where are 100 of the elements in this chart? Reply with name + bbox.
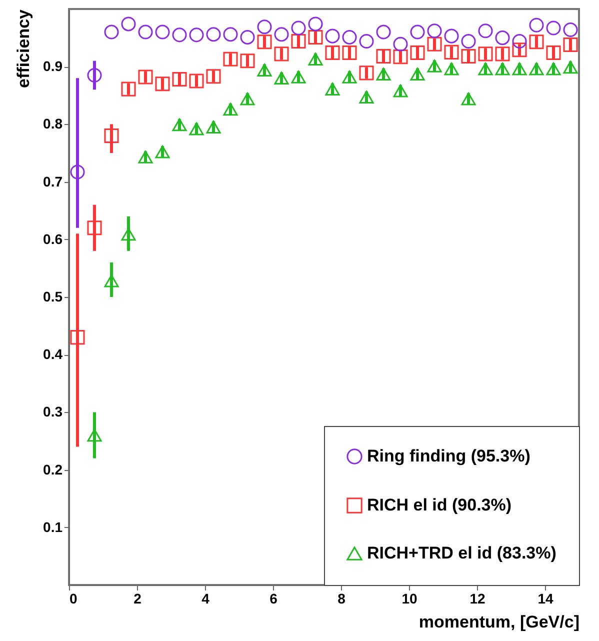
point — [138, 150, 153, 164]
point — [155, 24, 170, 40]
point — [461, 34, 476, 49]
point — [70, 330, 85, 345]
point — [529, 18, 544, 32]
point — [240, 54, 255, 68]
point — [325, 28, 340, 44]
point — [189, 28, 204, 42]
point — [393, 84, 408, 98]
point — [291, 70, 306, 84]
x-tick-label: 8 — [338, 590, 346, 606]
point — [257, 34, 272, 50]
point — [342, 30, 357, 44]
point — [393, 50, 408, 64]
point — [121, 228, 136, 241]
point — [359, 66, 374, 80]
point — [529, 34, 544, 50]
point — [291, 20, 306, 36]
point — [512, 62, 527, 76]
point — [308, 30, 323, 44]
point — [478, 24, 493, 38]
legend-label: RICH+TRD el id (83.3%) — [367, 544, 556, 562]
y-tick-label: 0.4 — [43, 346, 63, 362]
point — [189, 122, 204, 136]
point — [308, 52, 323, 66]
point — [410, 46, 425, 60]
point — [155, 76, 170, 92]
y-tick-label: 0.1 — [43, 518, 63, 535]
point — [478, 46, 493, 62]
y-tick-label: 0.6 — [43, 230, 63, 247]
point — [546, 46, 561, 60]
point — [121, 82, 136, 96]
point — [393, 36, 408, 52]
x-tick-label: 0 — [70, 590, 78, 606]
point — [444, 44, 459, 60]
point — [342, 70, 357, 84]
y-tick-label: 0.7 — [43, 173, 63, 190]
point — [206, 120, 221, 134]
point — [104, 128, 119, 143]
x-tick-label: 12 — [470, 590, 486, 606]
point — [444, 28, 459, 44]
point — [206, 69, 221, 84]
x-tick-label: 10 — [402, 590, 418, 606]
point — [223, 52, 238, 66]
point — [308, 16, 323, 32]
point — [342, 46, 357, 60]
point — [427, 60, 442, 72]
point — [274, 72, 289, 85]
x-tick-label: 2 — [134, 590, 142, 606]
point — [410, 24, 425, 40]
point — [104, 24, 119, 40]
point — [495, 46, 510, 62]
point — [427, 36, 442, 52]
point — [359, 90, 374, 104]
point — [461, 92, 476, 106]
point — [359, 34, 374, 49]
point — [223, 102, 238, 116]
point — [172, 28, 187, 42]
point — [206, 27, 221, 42]
y-tick-label: 0.8 — [43, 116, 63, 132]
point — [223, 27, 238, 42]
point — [410, 68, 425, 80]
point — [376, 24, 391, 40]
point — [87, 220, 102, 236]
y-axis-title: efficiency — [14, 8, 34, 88]
x-tick-label: 4 — [202, 590, 210, 606]
point — [70, 164, 85, 180]
point — [495, 30, 510, 46]
point — [529, 62, 544, 76]
point — [512, 42, 527, 58]
point — [546, 62, 561, 76]
point — [257, 20, 272, 34]
x-tick-label: 14 — [538, 590, 554, 606]
point — [87, 68, 102, 82]
legend-label: RICH el id (90.3%) — [367, 496, 512, 514]
point — [274, 46, 289, 62]
point — [376, 68, 391, 80]
x-axis-title: momentum, [GeV/c] — [418, 612, 580, 632]
point — [376, 48, 391, 64]
point — [444, 62, 459, 76]
point — [512, 34, 527, 49]
point — [495, 62, 510, 76]
point — [172, 118, 187, 132]
point — [240, 30, 255, 44]
point — [546, 20, 561, 36]
point — [291, 34, 306, 49]
point — [563, 37, 578, 52]
point — [155, 145, 170, 158]
point — [478, 62, 493, 76]
y-tick-label: 0.9 — [43, 58, 63, 74]
point — [427, 24, 442, 38]
point — [563, 22, 578, 37]
point — [325, 82, 340, 96]
y-tick-label: 0.3 — [43, 404, 63, 420]
point — [461, 48, 476, 64]
point — [87, 428, 102, 442]
point — [121, 16, 136, 32]
x-tick-label: 6 — [270, 590, 278, 606]
point — [257, 64, 272, 76]
point — [138, 70, 153, 84]
